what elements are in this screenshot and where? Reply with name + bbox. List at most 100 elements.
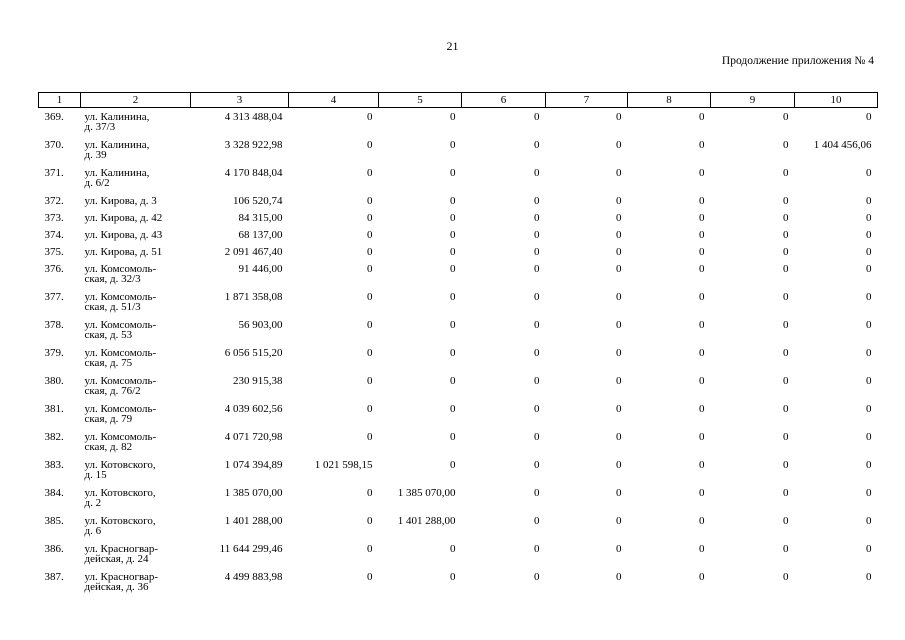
value-col-3: 1 074 394,89 xyxy=(224,459,283,471)
value-col-10: 0 xyxy=(866,459,872,471)
value-col-10: 0 xyxy=(866,111,872,123)
value-col-3: 1 385 070,00 xyxy=(224,487,283,499)
value-col-9: 0 xyxy=(783,515,789,527)
value-col-8: 0 xyxy=(699,212,705,224)
value-col-5: 0 xyxy=(450,291,456,303)
value-col-9: 0 xyxy=(783,167,789,179)
address-cell: ул. Кирова, д. 42 xyxy=(81,211,191,228)
address-cell: ул. Красногвар-дейская, д. 24 xyxy=(81,542,191,570)
value-col-9: 0 xyxy=(783,487,789,499)
address-line: д. 15 xyxy=(84,469,107,481)
row-number: 373. xyxy=(44,212,64,224)
header-row: 1 2 3 4 5 6 7 8 9 10 xyxy=(38,92,878,108)
address-line: ул. Комсомоль- xyxy=(84,431,157,443)
table-row: 379. ул. Комсомоль-ская, д. 75 6 056 515,2… xyxy=(39,346,878,374)
value-col-7: 0 xyxy=(616,403,622,415)
address-line: д. 39 xyxy=(84,149,107,161)
value-col-6: 0 xyxy=(534,291,540,303)
address-cell: ул. Кирова, д. 3 xyxy=(81,194,191,211)
address-line: ул. Котовского, xyxy=(84,487,156,499)
value-col-5: 0 xyxy=(450,459,456,471)
row-number: 379. xyxy=(44,347,64,359)
value-col-5: 0 xyxy=(450,543,456,555)
value-col-9: 0 xyxy=(783,431,789,443)
value-col-7: 0 xyxy=(616,543,622,555)
value-col-8: 0 xyxy=(699,229,705,241)
value-col-5: 0 xyxy=(450,167,456,179)
value-col-4: 0 xyxy=(367,543,373,555)
value-col-5: 0 xyxy=(450,246,456,258)
table-row: 384. ул. Котовского, д. 2 1 385 070,00 0 1 38… xyxy=(39,486,878,514)
value-col-7: 0 xyxy=(616,139,622,151)
value-col-3: 91 446,00 xyxy=(238,263,283,275)
address-cell: ул. Комсомоль-ская, д. 51/3 xyxy=(81,290,191,318)
value-col-8: 0 xyxy=(699,263,705,275)
value-col-7: 0 xyxy=(616,246,622,258)
row-number: 386. xyxy=(44,543,64,555)
value-col-6: 0 xyxy=(534,431,540,443)
table-row: 371. ул. Калинина, д. 6/2 4 170 848,04 0 0 0 0 0… xyxy=(39,166,878,194)
value-col-9: 0 xyxy=(783,212,789,224)
address-cell: ул. Котовского, д. 15 xyxy=(81,458,191,486)
value-col-4: 0 xyxy=(367,515,373,527)
value-col-9: 0 xyxy=(783,246,789,258)
address-cell: ул. Калинина, д. 39 xyxy=(81,138,191,166)
value-col-8: 0 xyxy=(699,167,705,179)
column-header-1: 1 xyxy=(38,92,81,108)
address-line: ская, д. 51/3 xyxy=(84,301,141,313)
value-col-8: 0 xyxy=(699,246,705,258)
value-col-10: 0 xyxy=(866,167,872,179)
value-col-6: 0 xyxy=(534,487,540,499)
column-header-8: 8 xyxy=(627,92,711,108)
column-header-2: 2 xyxy=(80,92,191,108)
address-line: дейская, д. 24 xyxy=(84,553,149,565)
column-header-3: 3 xyxy=(190,92,289,108)
value-col-6: 0 xyxy=(534,459,540,471)
value-col-10: 0 xyxy=(866,229,872,241)
address-line: ул. Комсомоль- xyxy=(84,375,157,387)
column-header-4: 4 xyxy=(288,92,379,108)
address-line: ул. Комсомоль- xyxy=(84,347,157,359)
value-col-8: 0 xyxy=(699,347,705,359)
value-col-6: 0 xyxy=(534,229,540,241)
value-col-4: 0 xyxy=(367,111,373,123)
row-number: 376. xyxy=(44,263,64,275)
address-line: ская, д. 53 xyxy=(84,329,133,341)
address-line: ул. Комсомоль- xyxy=(84,291,157,303)
address-line: д. 2 xyxy=(84,497,102,509)
value-col-9: 0 xyxy=(783,139,789,151)
value-col-7: 0 xyxy=(616,291,622,303)
address-cell: ул. Калинина, д. 6/2 xyxy=(81,166,191,194)
value-col-5: 0 xyxy=(450,212,456,224)
value-col-3: 1 871 358,08 xyxy=(224,291,283,303)
value-col-6: 0 xyxy=(534,246,540,258)
value-col-10: 0 xyxy=(866,375,872,387)
value-col-7: 0 xyxy=(616,319,622,331)
value-col-9: 0 xyxy=(783,195,789,207)
address-line: д. 37/3 xyxy=(84,121,116,133)
value-col-6: 0 xyxy=(534,263,540,275)
address-cell: ул. Красногвар-дейская, д. 36 xyxy=(81,570,191,598)
address-line: ул. Калинина, xyxy=(84,139,150,151)
value-col-7: 0 xyxy=(616,263,622,275)
address-cell: ул. Котовского, д. 6 xyxy=(81,514,191,542)
value-col-5: 0 xyxy=(450,263,456,275)
value-col-7: 0 xyxy=(616,212,622,224)
address-line: ул. Котовского, xyxy=(84,515,156,527)
value-col-3: 230 915,38 xyxy=(233,375,283,387)
value-col-4: 0 xyxy=(367,263,373,275)
value-col-5: 0 xyxy=(450,195,456,207)
value-col-10: 0 xyxy=(866,195,872,207)
value-col-3: 4 039 602,56 xyxy=(224,403,283,415)
value-col-3: 4 170 848,04 xyxy=(224,167,283,179)
value-col-10: 0 xyxy=(866,319,872,331)
value-col-4: 0 xyxy=(367,291,373,303)
value-col-6: 0 xyxy=(534,571,540,583)
value-col-6: 0 xyxy=(534,212,540,224)
value-col-3: 4 499 883,98 xyxy=(224,571,283,583)
table-row: 372. ул. Кирова, д. 3 106 520,74 0 0 0 0 0 0 0 xyxy=(39,194,878,211)
table-row: 374. ул. Кирова, д. 43 68 137,00 0 0 0 0 0 0 0 xyxy=(39,228,878,245)
value-col-8: 0 xyxy=(699,515,705,527)
table-row: 380. ул. Комсомоль-ская, д. 76/2 230 915,3… xyxy=(39,374,878,402)
address-cell: ул. Комсомоль-ская, д. 75 xyxy=(81,346,191,374)
